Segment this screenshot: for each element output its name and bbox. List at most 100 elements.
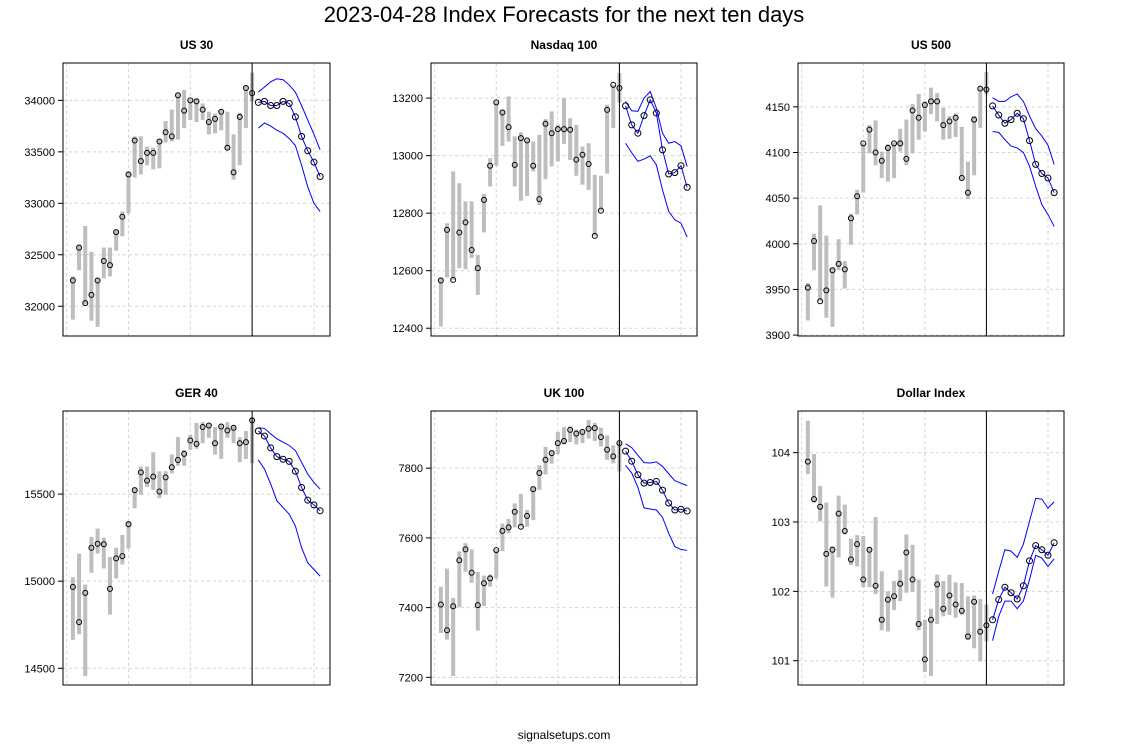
close-marker (76, 619, 83, 626)
lower-band-line (625, 465, 688, 551)
close-marker (542, 120, 549, 127)
close-marker (866, 546, 873, 553)
forecast-point (671, 169, 679, 177)
close-marker (964, 189, 971, 196)
panel-ger-40: GER 40 14500 15000 15500 (24, 386, 331, 686)
close-marker (530, 162, 537, 169)
y-tick-label: 4150 (766, 102, 790, 114)
close-marker (860, 140, 867, 147)
forecast-point (683, 183, 691, 191)
upper-band-line (257, 78, 321, 150)
y-tick-label: 34000 (24, 95, 55, 107)
y-tick-label: 12800 (392, 208, 423, 220)
close-marker (847, 556, 854, 563)
close-marker (181, 450, 188, 457)
y-tick-label: 4100 (766, 147, 790, 159)
close-marker (94, 277, 101, 284)
y-tick-label: 102 (772, 586, 790, 598)
close-marker (579, 428, 586, 435)
forecast-point (260, 432, 268, 440)
close-marker (125, 171, 132, 178)
close-marker (462, 546, 469, 553)
close-marker (106, 262, 113, 269)
forecast-point (659, 486, 667, 494)
forecast-line (258, 100, 321, 177)
close-marker (940, 605, 947, 612)
y-tick-label: 104 (772, 448, 790, 460)
forecast-line (257, 430, 321, 512)
close-marker (841, 528, 848, 535)
close-marker (236, 440, 243, 447)
close-marker (903, 549, 910, 556)
plot-frame (797, 62, 1065, 337)
close-marker (487, 575, 494, 582)
close-marker (69, 277, 76, 284)
forecast-point (279, 455, 287, 463)
close-marker (591, 232, 598, 239)
close-marker (242, 439, 249, 446)
forecast-point (1026, 137, 1034, 145)
forecast-point (622, 102, 630, 110)
close-marker (604, 106, 611, 113)
close-marker (891, 593, 898, 600)
close-marker (82, 589, 89, 596)
close-marker (604, 446, 611, 453)
forecast-point (1044, 174, 1052, 182)
close-marker (884, 596, 891, 603)
close-marker (524, 137, 531, 144)
close-marker (542, 456, 549, 463)
close-marker (573, 156, 580, 163)
panel-us-500: US 500 3900 3950 4000 4050 4100 4150 (766, 38, 1065, 342)
forecast-point (273, 102, 281, 110)
close-marker (536, 196, 543, 203)
y-tick-label: 32000 (24, 301, 55, 313)
close-marker (909, 107, 916, 114)
forecast-point (989, 102, 997, 110)
close-marker (817, 298, 824, 305)
close-marker (212, 115, 219, 122)
close-marker (205, 422, 212, 429)
close-marker (230, 424, 237, 431)
close-marker (76, 244, 83, 251)
close-marker (174, 92, 181, 99)
forecast-point (1013, 595, 1021, 603)
forecast-point (1038, 169, 1046, 177)
forecast-point (634, 129, 642, 137)
y-tick-label: 4000 (766, 239, 790, 251)
upper-band-line (992, 497, 1055, 595)
panel-title: US 30 (180, 38, 214, 52)
close-marker (437, 601, 444, 608)
close-marker (242, 85, 249, 92)
forecast-point (1001, 583, 1009, 591)
close-marker (977, 85, 984, 92)
forecast-point (1032, 542, 1040, 550)
plot-frame (797, 410, 1065, 686)
close-marker (835, 260, 842, 267)
y-tick-label: 12600 (392, 266, 423, 278)
close-marker (554, 440, 561, 447)
forecast-point (659, 146, 667, 154)
close-marker (811, 238, 818, 245)
lower-band-line (992, 554, 1055, 641)
close-marker (878, 616, 885, 623)
forecast-point (1032, 160, 1040, 168)
close-marker (866, 126, 873, 133)
forecast-point (316, 173, 324, 181)
close-marker (897, 140, 904, 147)
close-marker (829, 267, 836, 274)
forecast-point (995, 111, 1003, 119)
lower-band-line (625, 142, 688, 238)
close-marker (860, 576, 867, 583)
close-marker (168, 133, 175, 140)
panel-uk-100: UK 100 7200 7400 7600 7800 (399, 386, 698, 686)
forecast-point (1026, 557, 1034, 565)
upper-band-line (258, 427, 321, 490)
close-marker (474, 602, 481, 609)
close-marker (236, 113, 243, 120)
close-marker (450, 603, 457, 610)
close-marker (585, 160, 592, 167)
close-marker (591, 425, 598, 432)
close-marker (444, 627, 451, 634)
y-tick-label: 32500 (24, 250, 55, 262)
close-marker (804, 284, 811, 291)
